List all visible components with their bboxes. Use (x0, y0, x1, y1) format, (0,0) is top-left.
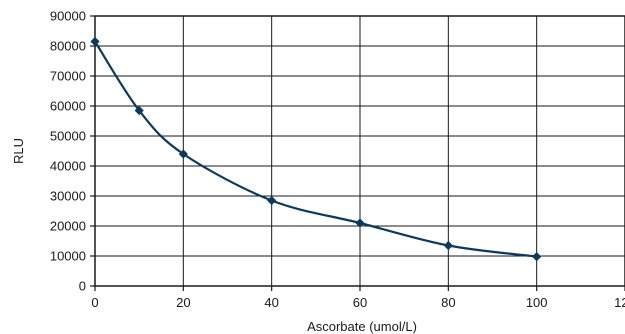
y-tick-label: 80000 (50, 39, 86, 54)
y-tick-label: 0 (79, 279, 86, 294)
y-axis-ticks: 0 10000 20000 30000 40000 50000 60000 70000 8000… (50, 9, 95, 294)
markers (90, 36, 542, 262)
x-tick-label: 60 (353, 295, 367, 310)
data-point-marker (532, 252, 542, 262)
data-point-marker (134, 105, 144, 116)
x-tick-label: 120 (614, 295, 625, 310)
x-tick-label: 100 (526, 295, 548, 310)
data-point-marker (178, 149, 188, 159)
y-axis-title: RLU (11, 138, 26, 164)
y-tick-label: 50000 (50, 129, 86, 144)
x-tick-label: 40 (264, 295, 278, 310)
y-tick-label: 60000 (50, 99, 86, 114)
y-tick-label: 90000 (50, 9, 86, 24)
y-tick-label: 70000 (50, 69, 86, 84)
x-axis-ticks: 0 20 40 60 80 100 120 (91, 286, 625, 310)
grid (95, 16, 625, 286)
y-tick-label: 20000 (50, 219, 86, 234)
y-tick-label: 30000 (50, 189, 86, 204)
y-tick-label: 40000 (50, 159, 86, 174)
series (94, 40, 537, 258)
data-point-marker (267, 195, 277, 206)
x-tick-label: 0 (91, 295, 98, 310)
data-point-marker (90, 36, 100, 47)
x-tick-label: 80 (441, 295, 455, 310)
y-tick-label: 10000 (50, 249, 86, 264)
series-line (94, 40, 537, 258)
x-tick-label: 20 (176, 295, 190, 310)
data-point-marker (443, 240, 453, 251)
data-point-marker (355, 218, 365, 228)
x-axis-title: Ascorbate (umol/L) (307, 319, 417, 334)
